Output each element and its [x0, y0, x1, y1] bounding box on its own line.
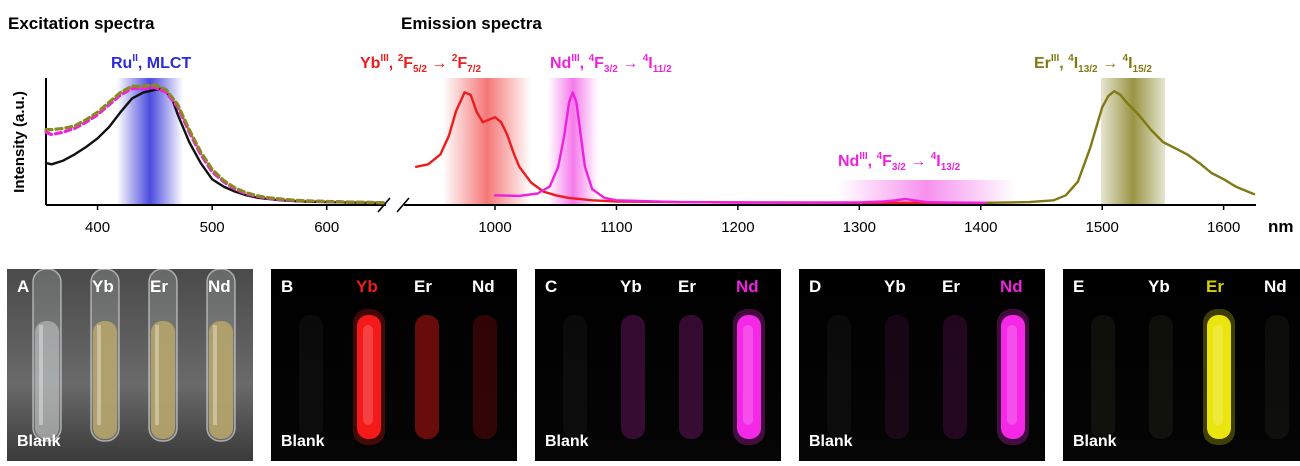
tube-label: Nd	[472, 277, 495, 296]
tube-label: Er	[150, 277, 168, 296]
nd-band-1340	[838, 180, 1015, 204]
test-tube	[563, 315, 587, 439]
blank-label: Blank	[281, 433, 325, 450]
tube-label: Nd	[208, 277, 231, 296]
test-tube	[733, 309, 765, 445]
x-axis-unit: nm	[1268, 217, 1294, 236]
x-tick-label: 400	[85, 219, 110, 236]
excitation-title: Excitation spectra	[8, 14, 155, 33]
test-tube	[885, 315, 909, 439]
photo-tubes	[7, 269, 253, 461]
test-tube	[621, 315, 645, 439]
panel-letter: B	[281, 277, 294, 296]
test-tube	[299, 315, 323, 439]
tube-label: Nd	[1000, 277, 1023, 296]
emission-plot: 1000 1100 1200 1300 1400 1500 1600	[414, 90, 1256, 236]
x-tick-label: 1400	[964, 219, 997, 236]
er-annotation: ErIII, 4I13/2 → 4I15/2	[1034, 53, 1152, 75]
x-tick-label: 1300	[843, 219, 876, 236]
test-tube	[148, 269, 178, 442]
panel-letter: A	[17, 277, 30, 296]
tube-label: Er	[414, 277, 432, 296]
blank-label: Blank	[545, 433, 589, 450]
panel-letter: C	[545, 277, 558, 296]
series-line	[44, 83, 386, 205]
tube-label: Er	[942, 277, 960, 296]
panel-letter: E	[1073, 277, 1085, 296]
photo-panel-b: B Yb Er Nd Blank	[271, 269, 517, 461]
tube-label: Yb	[356, 277, 378, 296]
test-tube	[415, 315, 439, 439]
photo-background	[1063, 269, 1300, 461]
test-tube	[206, 269, 236, 442]
blank-label: Blank	[17, 433, 61, 450]
test-tube	[827, 315, 851, 439]
yb-annotation: YbIII, 2F5/2 → 2F7/2	[360, 53, 482, 75]
x-tick-label: 1200	[721, 219, 754, 236]
test-tube	[1265, 315, 1289, 439]
tube-label: Yb	[1148, 277, 1170, 296]
tube-label: Yb	[92, 277, 114, 296]
test-tube	[679, 315, 703, 439]
photo-panel-d: D Yb Er Nd Blank	[799, 269, 1045, 461]
test-tube	[943, 315, 967, 439]
ru-annotation: RuII, MLCT	[111, 53, 191, 72]
tube-label: Yb	[884, 277, 906, 296]
photo-tubes	[799, 269, 1045, 461]
blank-label: Blank	[809, 433, 853, 450]
test-tube	[1203, 309, 1235, 445]
x-tick-label: 1500	[1086, 219, 1119, 236]
x-tick-label: 1100	[600, 219, 632, 236]
series-line	[493, 91, 995, 204]
nd-annotation-1340: NdIII, 4F3/2 → 4I13/2	[838, 151, 961, 173]
tube-label: Nd	[1264, 277, 1287, 296]
photo-panel-a: A Yb Er Nd Blank	[7, 269, 253, 461]
nd-annotation-1064: NdIII, 4F3/2 → 4I11/2	[550, 53, 672, 75]
series-line	[985, 90, 1256, 204]
test-tube	[353, 309, 385, 445]
x-tick-label: 1000	[478, 219, 511, 236]
blank-label: Blank	[1073, 433, 1117, 450]
photo-background	[271, 269, 517, 461]
x-tick-label: 500	[200, 219, 225, 236]
test-tube	[1149, 315, 1173, 439]
photo-tubes	[535, 269, 781, 461]
x-tick-label: 1600	[1207, 219, 1240, 236]
photo-panel-e: E Yb Er Nd Blank	[1063, 269, 1300, 461]
photo-panel-c: C Yb Er Nd Blank	[535, 269, 781, 461]
tube-label: Yb	[620, 277, 642, 296]
test-tube	[997, 309, 1029, 445]
er-band	[1101, 78, 1165, 204]
test-tube	[32, 269, 62, 442]
axis-break-mark	[377, 197, 391, 213]
series-line	[44, 85, 386, 205]
excitation-plot: 400 500 600	[44, 83, 386, 236]
yb-band	[443, 78, 531, 204]
emission-title: Emission spectra	[401, 14, 542, 33]
axis-break-mark	[396, 197, 410, 213]
test-tube	[1091, 315, 1115, 439]
tube-label: Nd	[736, 277, 759, 296]
x-tick-label: 600	[314, 219, 339, 236]
series-line	[44, 87, 386, 204]
spectra-chart: Excitation spectra Emission spectra Inte…	[8, 14, 1294, 236]
tube-label: Er	[678, 277, 696, 296]
tube-label: Er	[1206, 277, 1224, 296]
photo-tubes	[271, 269, 517, 461]
y-axis-label: Intensity (a.u.)	[11, 91, 28, 193]
test-tube	[473, 315, 497, 439]
panel-letter: D	[809, 277, 822, 296]
photo-tubes	[1063, 269, 1300, 461]
test-tube	[90, 269, 120, 442]
